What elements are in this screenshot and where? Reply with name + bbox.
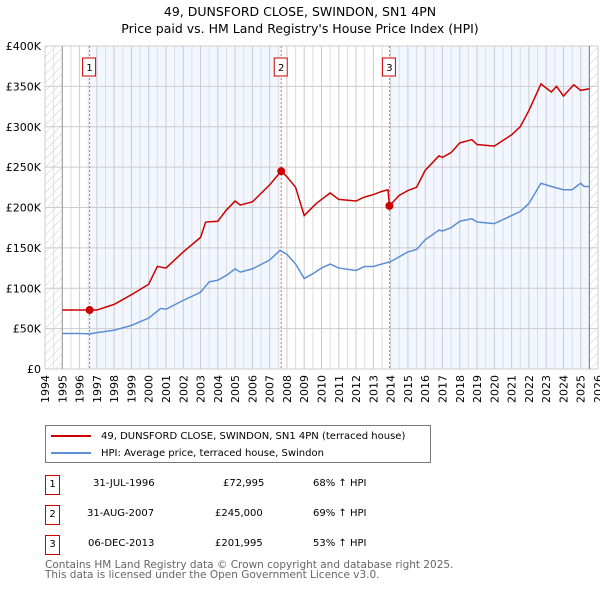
x-tick-label: 2026 xyxy=(592,375,600,403)
sale-row: 3 06-DEC-2013 £201,995 53% ↑ HPI xyxy=(45,535,445,555)
sale-row: 2 31-AUG-2007 £245,000 69% ↑ HPI xyxy=(45,505,445,525)
x-tick-label: 2005 xyxy=(229,375,242,403)
x-tick-label: 2022 xyxy=(523,375,536,403)
series-line xyxy=(62,82,590,311)
x-tick-label: 2006 xyxy=(246,375,259,403)
y-tick-label: £150K xyxy=(6,242,42,255)
x-tick-label: 1995 xyxy=(56,375,69,403)
x-tick-label: 2021 xyxy=(506,375,519,403)
sale-label-box xyxy=(273,57,288,77)
x-tick-label: 2020 xyxy=(488,375,501,403)
legend-swatch-blue xyxy=(51,452,91,454)
sale-price: £201,995 xyxy=(215,538,263,549)
series-line xyxy=(62,182,590,335)
y-tick-label: £0 xyxy=(27,363,41,376)
y-tick-label: £50K xyxy=(13,323,42,336)
x-tick-label: 2025 xyxy=(575,375,588,403)
x-tick-label: 2011 xyxy=(333,375,346,403)
x-tick-label: 2024 xyxy=(557,375,570,403)
footer-line: Contains HM Land Registry data © Crown c… xyxy=(45,559,454,571)
footer-line: This data is licensed under the Open Gov… xyxy=(45,569,380,581)
y-tick-label: £300K xyxy=(6,121,42,134)
chart-subtitle: Price paid vs. HM Land Registry's House … xyxy=(121,21,479,36)
x-tick-label: 2001 xyxy=(160,375,173,403)
legend-item-property: 49, DUNSFORD CLOSE, SWINDON, SN1 4PN (te… xyxy=(46,428,405,444)
sale-badge: 3 xyxy=(45,535,60,555)
x-tick-label: 2003 xyxy=(195,375,208,403)
sale-point xyxy=(85,306,94,315)
x-tick-label: 2002 xyxy=(177,375,190,403)
y-tick-label: £100K xyxy=(6,282,42,295)
sale-price: £72,995 xyxy=(223,478,265,489)
x-tick-label: 2015 xyxy=(402,375,415,403)
x-tick-label: 2009 xyxy=(298,375,311,403)
x-tick-label: 1994 xyxy=(39,375,52,403)
x-tick-label: 2010 xyxy=(316,375,329,403)
y-tick-label: £350K xyxy=(6,80,42,93)
x-tick-label: 2008 xyxy=(281,375,294,403)
x-tick-label: 2004 xyxy=(212,375,225,403)
x-tick-label: 2016 xyxy=(419,375,432,403)
x-tick-label: 2019 xyxy=(471,375,484,403)
x-tick-label: 1997 xyxy=(91,375,104,403)
y-tick-label: £200K xyxy=(6,202,42,215)
legend: 49, DUNSFORD CLOSE, SWINDON, SN1 4PN (te… xyxy=(45,425,431,463)
sale-point xyxy=(277,167,286,176)
x-tick-label: 1996 xyxy=(74,375,87,403)
chart-title: 49, DUNSFORD CLOSE, SWINDON, SN1 4PN xyxy=(163,4,437,19)
x-tick-label: 1998 xyxy=(108,375,121,403)
sale-hpi: 68% ↑ HPI xyxy=(313,478,367,489)
y-tick-label: £400K xyxy=(6,40,42,53)
sale-date: 31-AUG-2007 xyxy=(87,508,155,519)
x-tick-label: 2000 xyxy=(143,375,156,403)
x-tick-label: 2018 xyxy=(454,375,467,403)
legend-label: HPI: Average price, terraced house, Swin… xyxy=(101,447,324,459)
sale-point xyxy=(385,201,394,210)
x-tick-label: 2007 xyxy=(264,375,277,403)
x-tick-label: 2014 xyxy=(385,375,398,403)
sale-label-box xyxy=(82,57,97,77)
y-tick-label: £250K xyxy=(6,161,42,174)
x-tick-label: 2017 xyxy=(436,375,449,403)
legend-swatch-red xyxy=(51,435,91,437)
x-tick-label: 2013 xyxy=(367,375,380,403)
x-tick-label: 1999 xyxy=(125,375,138,403)
price-chart: 1994 1995 1996 1997 1998 1999 2000 2001 2002 2003… xyxy=(6,40,600,403)
sale-label-box xyxy=(381,57,396,77)
legend-label: 49, DUNSFORD CLOSE, SWINDON, SN1 4PN (te… xyxy=(101,430,406,442)
sale-label: 1 xyxy=(86,63,92,74)
legend-item-hpi: HPI: Average price, terraced house, Swin… xyxy=(46,445,324,461)
sale-date: 06-DEC-2013 xyxy=(88,538,155,549)
sale-label: 3 xyxy=(386,63,392,74)
sale-hpi: 53% ↑ HPI xyxy=(313,538,367,549)
sale-date: 31-JUL-1996 xyxy=(93,478,155,489)
x-tick-label: 2023 xyxy=(540,375,553,403)
sale-badge: 1 xyxy=(45,475,60,495)
sale-row: 1 31-JUL-1996 £72,995 68% ↑ HPI xyxy=(45,475,445,495)
sale-price: £245,000 xyxy=(215,508,263,519)
sale-hpi: 69% ↑ HPI xyxy=(313,508,367,519)
footer: Contains HM Land Registry data © Crown c… xyxy=(45,559,454,581)
sale-badge: 2 xyxy=(45,505,60,525)
x-tick-label: 2012 xyxy=(350,375,363,403)
sale-label: 2 xyxy=(278,63,284,74)
